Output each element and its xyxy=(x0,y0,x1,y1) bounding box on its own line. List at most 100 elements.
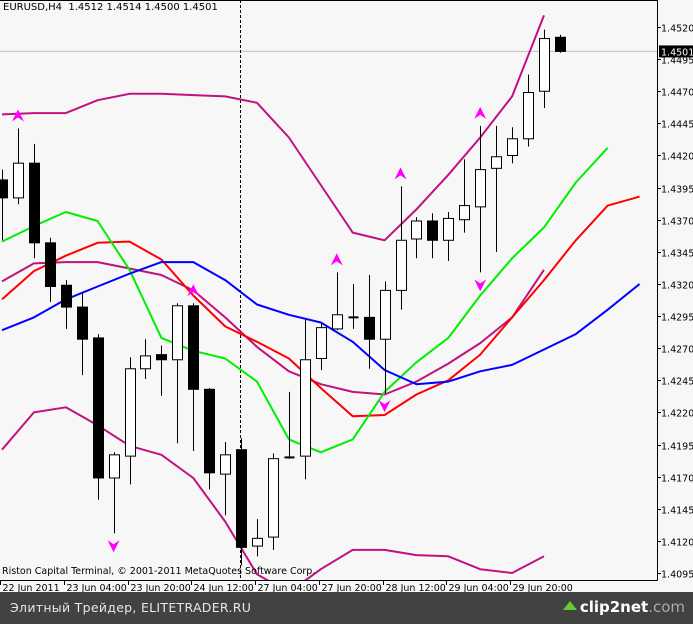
indicator-lines xyxy=(0,0,657,580)
brand-domain: .com xyxy=(648,598,685,616)
line-red xyxy=(1,195,640,418)
price-tick-label: 1.4145 xyxy=(661,506,693,517)
price-tick-label: 1.4270 xyxy=(661,345,693,356)
candle-body-bull xyxy=(172,305,183,361)
candle xyxy=(316,323,327,371)
clip2net-logo[interactable]: clip2net.com xyxy=(562,598,685,616)
candle xyxy=(300,319,311,480)
line-upper-band xyxy=(1,15,545,242)
candle-body-bear xyxy=(77,306,88,340)
price-chart[interactable]: 1.4520 1.4495 1.4470 1.4445 1.4420 1.4395 1.43… xyxy=(0,0,693,592)
candle-body-bear xyxy=(29,162,40,244)
time-tick-label: 28 Jun 12:00 xyxy=(386,583,446,592)
candle-body-bull xyxy=(316,327,327,359)
candle-body-bull xyxy=(252,537,263,547)
site-caption: Элитный Трейдер, ELITETRADER.RU xyxy=(10,600,252,615)
time-tick-label: 27 Jun 04:00 xyxy=(258,583,318,592)
candle xyxy=(13,128,24,205)
fractal-down-arrow-icon xyxy=(378,400,391,413)
candle xyxy=(427,213,438,259)
price-tick-label: 1.4470 xyxy=(661,88,693,99)
candle xyxy=(396,186,407,310)
line-lower-band xyxy=(1,406,545,580)
price-tick-label: 1.4445 xyxy=(661,120,693,131)
time-tick-label: 24 Jun 12:00 xyxy=(194,583,254,592)
line-blue xyxy=(1,261,641,386)
candle xyxy=(523,74,534,147)
candle xyxy=(0,169,8,241)
price-tick-label: 1.4495 xyxy=(661,56,693,67)
candle-body-bull xyxy=(220,454,231,475)
plot-background xyxy=(0,0,693,592)
candle-body-bull xyxy=(459,205,470,221)
price-tick-label: 1.4095 xyxy=(661,570,693,581)
candle xyxy=(380,281,391,394)
candle xyxy=(236,438,247,566)
price-tick-label: 1.4320 xyxy=(661,281,693,292)
time-tick-label: 22 Jun 2011 xyxy=(3,583,60,592)
price-tick-label: 1.4195 xyxy=(661,442,693,453)
candle-body-bull xyxy=(523,92,534,140)
candle xyxy=(491,125,502,252)
candle xyxy=(411,217,422,259)
candle xyxy=(172,303,183,444)
candle xyxy=(109,452,120,534)
candle-body-bear xyxy=(427,220,438,241)
footer-bar: Элитный Трейдер, ELITETRADER.RU clip2net… xyxy=(0,592,693,624)
symbol-timeframe: EURUSD,H4 xyxy=(3,2,63,13)
candle xyxy=(61,280,72,329)
fractal-up-arrow-icon xyxy=(11,109,24,122)
candle xyxy=(204,388,215,490)
candle-body-bear xyxy=(204,388,215,474)
fractal-up-arrow-icon xyxy=(330,253,343,266)
fractal-up-arrow-icon xyxy=(474,106,487,119)
candle-body-bull xyxy=(13,162,24,199)
candle xyxy=(539,29,550,108)
fractal-up-arrow-icon xyxy=(394,167,407,180)
candle xyxy=(252,519,263,557)
candle xyxy=(93,334,104,500)
candle xyxy=(332,272,343,331)
candle xyxy=(140,339,151,380)
fractal-down-arrow-icon xyxy=(474,279,487,292)
candle-body-bull xyxy=(300,359,311,457)
candle xyxy=(459,159,470,233)
candle-body-bull xyxy=(380,289,391,340)
candle-body-bull xyxy=(396,239,407,291)
candle-body-bear xyxy=(188,305,199,390)
candle-body-bear xyxy=(156,354,167,361)
fractal-down-arrow-icon xyxy=(107,540,120,553)
candle xyxy=(284,391,295,459)
candle-body-bull xyxy=(268,458,279,538)
candle xyxy=(156,345,167,396)
candle-body-bear xyxy=(555,36,566,52)
chart-header: EURUSD,H4 1.4512 1.4514 1.4500 1.4501 xyxy=(3,2,218,13)
candle xyxy=(125,357,136,485)
candle-body-bull xyxy=(140,355,151,370)
price-tick-label: 1.4295 xyxy=(661,313,693,324)
current-price-label: 1.4501 xyxy=(661,47,693,58)
time-tick-label: 29 Jun 04:00 xyxy=(449,583,509,592)
candle xyxy=(348,283,359,329)
candle-body-bull xyxy=(443,217,454,241)
candle xyxy=(77,292,88,376)
candle-body-bear xyxy=(236,449,247,548)
up-arrow-icon xyxy=(562,601,577,610)
price-tick-label: 1.4520 xyxy=(661,24,693,35)
time-tick-label: 23 Jun 20:00 xyxy=(131,583,191,592)
time-tick-label: 23 Jun 04:00 xyxy=(67,583,127,592)
candle-body-bull xyxy=(109,454,120,479)
price-tick-label: 1.4420 xyxy=(661,152,693,163)
candle xyxy=(507,127,518,164)
time-tick-label: 29 Jun 20:00 xyxy=(513,583,573,592)
time-axis: 22 Jun 2011 23 Jun 04:00 23 Jun 20:00 24 Ju… xyxy=(0,580,573,592)
candle xyxy=(268,453,279,550)
candle xyxy=(475,125,486,273)
candle xyxy=(188,303,199,451)
candle-body-bear xyxy=(0,179,8,199)
ohlc-readout: 1.4512 1.4514 1.4500 1.4501 xyxy=(68,2,218,13)
candle-body-bear xyxy=(45,242,56,288)
price-tick-label: 1.4370 xyxy=(661,217,693,228)
brand-main: clip2net xyxy=(579,598,649,616)
price-tick-label: 1.4120 xyxy=(661,538,693,549)
